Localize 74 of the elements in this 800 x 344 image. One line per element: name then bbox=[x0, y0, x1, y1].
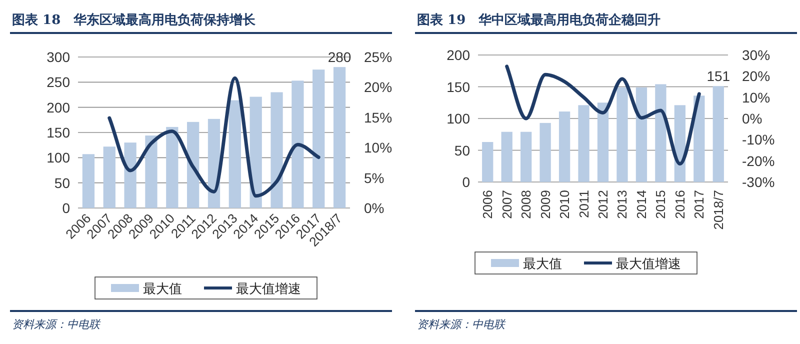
x-tick-label: 2009 bbox=[538, 190, 553, 219]
y-tick-label: 50 bbox=[54, 174, 70, 191]
y-tick-label: 150 bbox=[446, 78, 470, 95]
bar bbox=[558, 112, 570, 182]
bar bbox=[636, 87, 648, 182]
x-tick-label: 2018/7 bbox=[710, 190, 726, 230]
bar bbox=[712, 86, 724, 182]
bar bbox=[270, 92, 283, 208]
x-tick-label: 2014 bbox=[634, 190, 649, 219]
x-tick-label: 2007 bbox=[499, 190, 514, 219]
x-tick-label: 2011 bbox=[576, 190, 592, 218]
legend-label: 最大值 bbox=[523, 256, 562, 271]
line-series bbox=[108, 76, 320, 198]
bar bbox=[166, 126, 178, 208]
bar bbox=[482, 142, 494, 182]
bar bbox=[520, 132, 532, 182]
line-series bbox=[505, 64, 701, 166]
y2-tick-label: -10% bbox=[742, 132, 775, 148]
x-tick-label: 2016 bbox=[672, 190, 688, 219]
y2-tick-label: -30% bbox=[742, 174, 775, 190]
y2-tick-label: 10% bbox=[742, 89, 770, 106]
y-tick-label: 150 bbox=[46, 124, 70, 140]
bar bbox=[616, 87, 628, 182]
bar bbox=[501, 132, 512, 182]
bar bbox=[694, 96, 705, 182]
bar bbox=[145, 136, 158, 208]
y2-tick-label: 10% bbox=[364, 140, 392, 156]
bar bbox=[578, 105, 590, 182]
bar bbox=[124, 142, 136, 208]
chart-title: 图表 19 华中区域最高用电负荷企稳回升 bbox=[417, 12, 661, 28]
y-tick-label: 50 bbox=[454, 142, 470, 158]
bar bbox=[228, 100, 241, 208]
y-tick-label: 0 bbox=[62, 200, 70, 216]
x-tick-label: 2012 bbox=[596, 190, 610, 219]
bar bbox=[292, 80, 304, 208]
bar bbox=[82, 154, 95, 208]
y-tick-label: 0 bbox=[462, 174, 470, 190]
x-tick-label: 2017 bbox=[692, 190, 707, 219]
x-tick-label: 2010 bbox=[557, 190, 572, 219]
y2-tick-label: 20% bbox=[742, 68, 770, 84]
y2-tick-label: 25% bbox=[364, 49, 392, 65]
data-label: 280 bbox=[328, 49, 352, 66]
y2-tick-label: 20% bbox=[364, 79, 392, 96]
y2-tick-label: 5% bbox=[364, 170, 384, 186]
bar bbox=[312, 70, 325, 208]
chart-title: 图表 18 华东区域最高用电负荷保持增长 bbox=[12, 12, 257, 28]
bar bbox=[597, 102, 609, 182]
bar bbox=[187, 122, 200, 208]
bar bbox=[333, 67, 346, 208]
y2-tick-label: -20% bbox=[742, 152, 775, 169]
x-tick-label: 2015 bbox=[653, 190, 668, 219]
y2-tick-label: 0% bbox=[364, 200, 384, 216]
legend-label: 最大值增速 bbox=[616, 256, 681, 271]
bar bbox=[250, 96, 262, 208]
legend-label: 最大值 bbox=[143, 281, 182, 296]
y-tick-label: 100 bbox=[446, 110, 470, 126]
bar bbox=[540, 122, 551, 182]
x-tick-label: 2006 bbox=[480, 190, 496, 219]
bar bbox=[103, 146, 116, 208]
x-tick-label: 2008 bbox=[518, 190, 534, 219]
y2-tick-label: 30% bbox=[742, 47, 770, 63]
legend-label: 最大值增速 bbox=[236, 281, 301, 296]
text: 资料来源：中电联 bbox=[417, 318, 506, 331]
y-tick-label: 100 bbox=[46, 150, 70, 166]
data-label: 151 bbox=[706, 68, 730, 84]
y-tick-label: 200 bbox=[446, 47, 470, 63]
y-tick-label: 200 bbox=[46, 99, 70, 116]
bar bbox=[655, 84, 666, 182]
y-tick-label: 300 bbox=[46, 49, 70, 65]
x-tick-label: 2013 bbox=[614, 190, 630, 219]
y2-tick-label: 15% bbox=[364, 109, 392, 126]
y2-tick-label: 0% bbox=[742, 110, 762, 126]
y-tick-label: 250 bbox=[46, 74, 70, 90]
text: 资料来源：中电联 bbox=[12, 318, 101, 331]
